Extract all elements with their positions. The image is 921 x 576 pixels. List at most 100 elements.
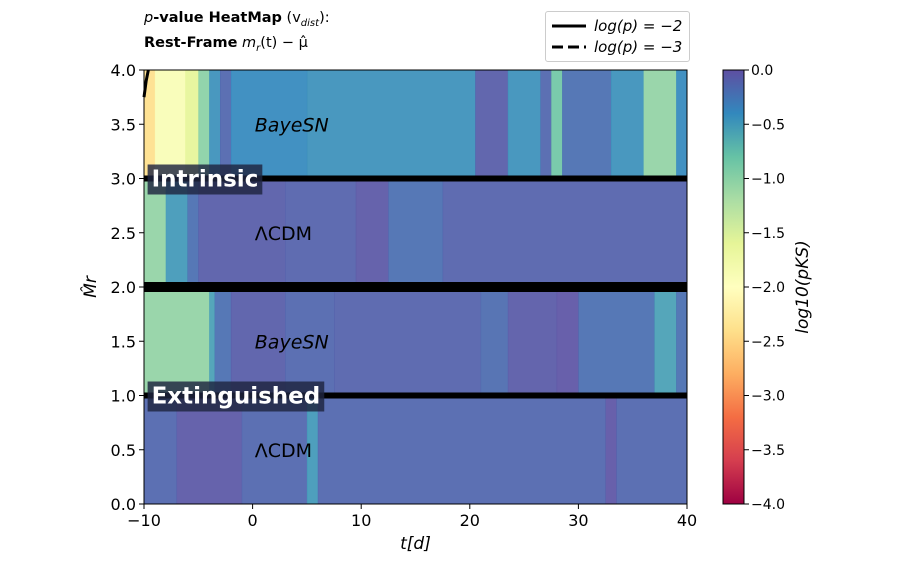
y-tick-label-5: 2.5 [111,224,136,243]
heatmap-cell-r1-s7 [442,178,688,287]
contour-line-logp-2 [142,69,150,98]
group-label-1: Extinguished [147,381,325,412]
heatmap-cell-r2-s2 [214,287,232,396]
row-labels: BayeSN ΛCDM BayeSN ΛCDM [255,114,329,462]
row-label-1: ΛCDM [255,223,312,245]
heatmap-cell-r0-s8 [475,70,509,179]
title-magnitude-expr: mr(t) − μ̂ [242,35,308,54]
heatmap-cell-r0-s6 [230,70,308,179]
group-label-box-0 [147,164,263,195]
heatmap-cell-r2-s7 [507,287,558,396]
y-tick-label-8: 4.0 [111,61,136,80]
heatmap-cell-r3-s5 [605,395,617,504]
heatmap-cell-r3-s6 [616,395,688,504]
colorbar-tick-label-5: −2.5 [751,334,785,350]
heatmap-cell-r0-s9 [507,70,541,179]
heatmap-cell-r0-s14 [643,70,677,179]
heatmap-cell-r0-s0 [144,70,156,179]
row-label-0: BayeSN [255,114,329,136]
heatmap-cell-r2-s6 [480,287,509,396]
heatmap-cell-r1-s4 [285,178,357,287]
y-axis-label-text: M̂r [80,275,101,298]
heatmap-cell-r1-s6 [388,178,444,287]
heatmap-cell-r3-s1 [176,395,243,504]
heatmap-cell-r3-s0 [144,395,178,504]
heatmap-cell-r0-s3 [198,70,210,179]
y-tick-label-4: 2.0 [111,278,136,297]
x-axis: −10 0 10 20 30 40 [127,504,697,530]
group-label-text-0: Intrinsic [152,167,259,193]
heatmap-cell-r2-s9 [578,287,655,396]
heatmap-cell-r3-s2 [241,395,308,504]
heatmap-cell-r2-s1 [209,287,216,396]
heatmap-cell-r0-s13 [610,70,645,179]
chart-title-line-2: Rest-Frame mr(t) − μ̂ [144,35,308,54]
colorbar-tick-label-7: −3.5 [751,443,785,459]
heatmap-cell-r2-s10 [654,287,677,396]
legend-item-solid: log(p) = −2 [552,16,682,36]
heatmap-cell-r2-s5 [334,287,482,396]
x-tick-label-1: 0 [248,511,258,530]
heatmap-cell-r3-s4 [317,395,607,504]
heatmap-cell-r0-s4 [209,70,221,179]
group-label-0: Intrinsic [147,164,263,195]
heatmap-cell-r0-s7 [306,70,476,179]
colorbar-label: log10(pKS) [793,240,813,334]
x-tick-label-0: −10 [127,511,161,530]
y-tick-label-2: 1.0 [111,387,136,406]
legend: log(p) = −2 log(p) = −3 [545,11,690,62]
title-heatmap-text: -value HeatMap [153,10,282,26]
group-label-box-1 [147,381,325,412]
dashed-line-swatch [552,45,586,49]
legend-item-dashed: log(p) = −3 [552,37,682,57]
chart-title-line-1: p-value HeatMap (vdist): [144,10,330,29]
colorbar-tick-label-4: −2.0 [751,280,785,296]
heatmap-cell-r1-s5 [355,178,389,287]
y-axis: 0.0 0.5 1.0 1.5 2.0 2.5 3.0 3.5 4.0 [111,61,144,514]
heatmap-cell-r0-s11 [551,70,563,179]
title-p-symbol: p [144,10,154,26]
heatmap-cell-r1-s1 [165,178,188,287]
group-labels: Intrinsic Extinguished [147,164,325,412]
x-tick-label-2: 10 [351,511,371,530]
title-restframe-text: Rest-Frame [144,35,238,51]
heatmap-cell-r0-s15 [676,70,688,179]
colorbar: 0.0 −0.5 −1.0 −1.5 −2.0 −2.5 −3.0 −3.5 −4.0 log10… [722,63,813,513]
solid-line-swatch [552,24,586,28]
colorbar-tick-label-1: −0.5 [751,117,785,133]
row-label-3: ΛCDM [255,440,312,462]
colorbar-tick-label-2: −1.0 [751,172,785,188]
legend-label-dashed: log(p) = −3 [594,38,683,56]
heatmap-cell-r2-s4 [285,287,335,396]
legend-label-solid: log(p) = −2 [594,17,683,35]
colorbar-tick-label-8: −4.0 [751,497,785,513]
heatmap-cell-r3-s3 [306,395,319,504]
y-tick-label-6: 3.0 [111,170,136,189]
heatmap-cell-r0-s5 [220,70,232,179]
y-tick-label-7: 3.5 [111,115,136,134]
heatmap-cell-r0-s1 [154,70,186,179]
heatmap-cell-r1-s0 [144,178,167,287]
contour-lines [142,69,150,98]
heatmap-cell-r0-s12 [562,70,612,179]
heatmap-cells [144,70,688,504]
y-tick-label-0: 0.0 [111,495,136,514]
y-tick-label-1: 0.5 [111,441,136,460]
heatmap-cell-r2-s3 [230,287,286,396]
y-axis-label: M̂r [80,275,101,298]
colorbar-tick-label-3: −1.5 [751,226,785,242]
colorbar-gradient [722,69,745,505]
colorbar-tick-label-6: −3.0 [751,389,785,405]
title-vdist: (vdist): [286,10,330,29]
heatmap-cell-r2-s8 [556,287,579,396]
x-tick-label-4: 30 [568,511,588,530]
heatmap-cell-r1-s2 [187,178,199,287]
x-tick-label-3: 20 [460,511,480,530]
colorbar-tick-label-0: 0.0 [751,63,773,79]
row-label-2: BayeSN [255,331,329,353]
heatmap-cell-r0-s2 [185,70,199,179]
heatmap-cell-r1-s3 [198,178,286,287]
x-axis-label: t[d] [400,534,431,554]
group-label-text-1: Extinguished [152,384,321,410]
